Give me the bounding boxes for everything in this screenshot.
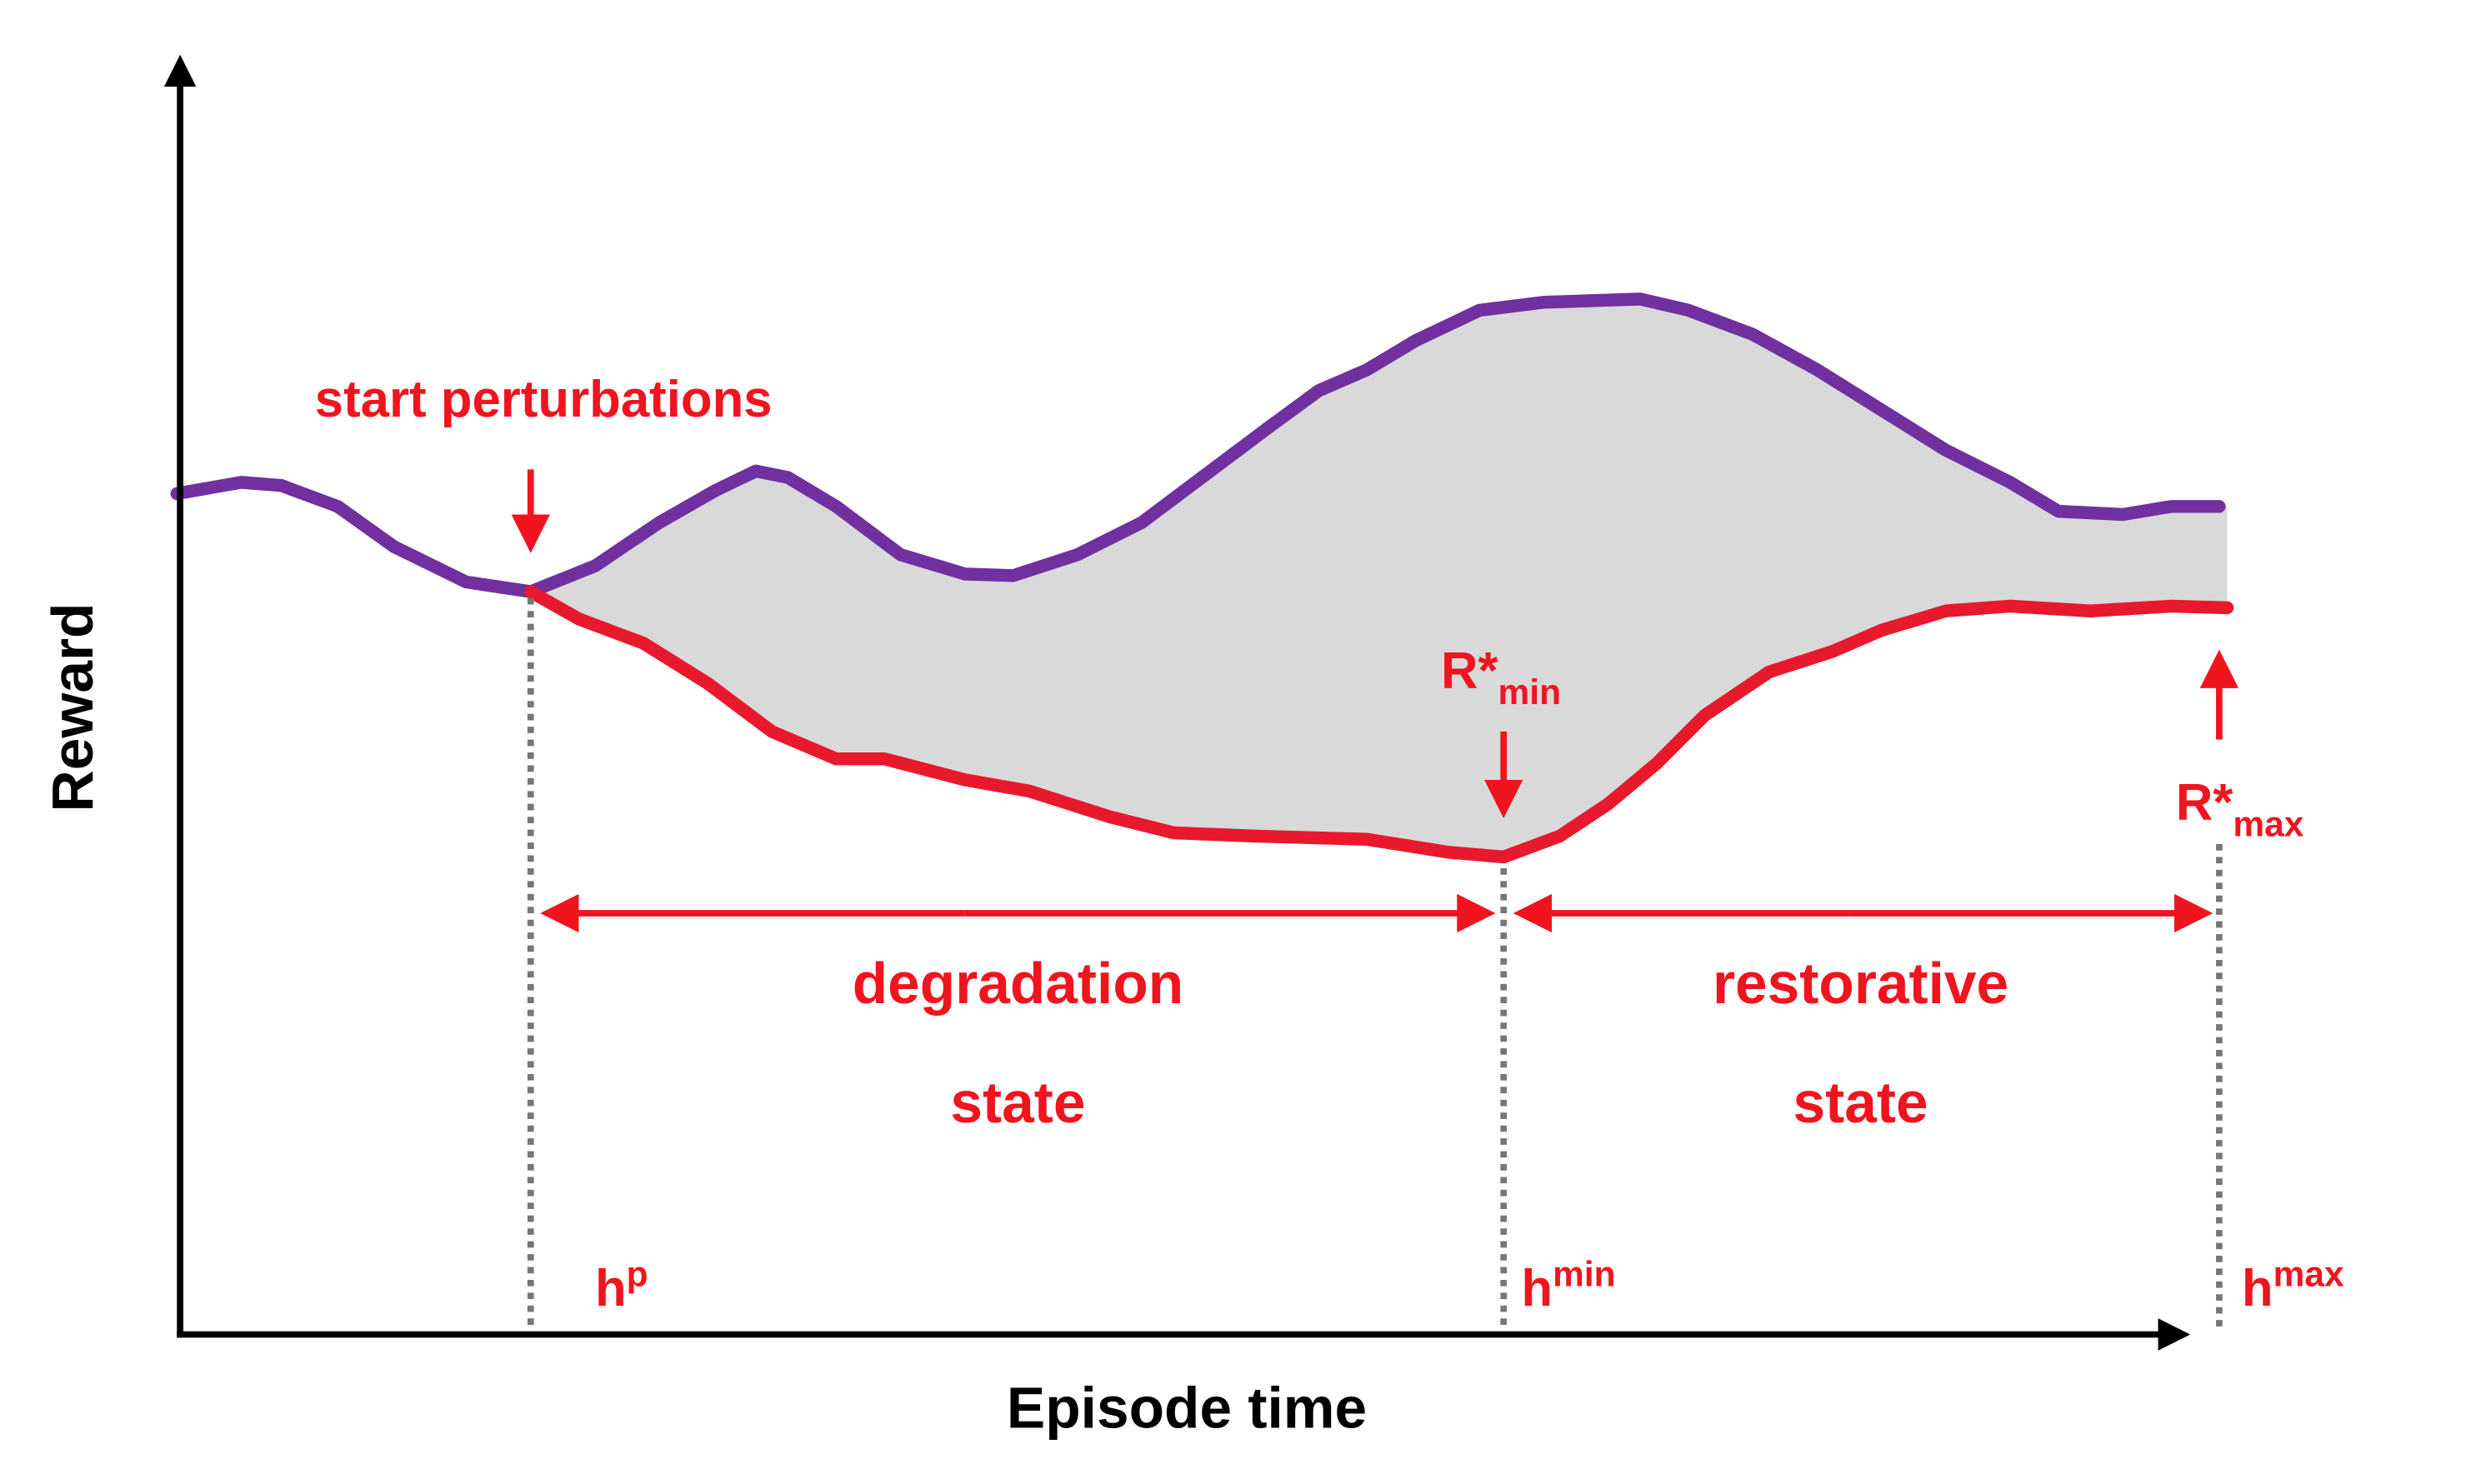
symbol: h: [2242, 1260, 2273, 1317]
perturbed-curve: [524, 585, 2234, 864]
symbol: R*: [1441, 642, 1498, 700]
start-label: start perturbations: [315, 371, 773, 428]
axes: [163, 54, 2191, 1351]
superscript: p: [627, 1255, 648, 1294]
gap-area: [530, 298, 2228, 857]
superscript: max: [2273, 1255, 2344, 1294]
symbol: R*: [2176, 774, 2233, 832]
arrows: [511, 469, 2239, 933]
degradation-label: state: [950, 1070, 1085, 1135]
symbol: h: [1521, 1260, 1553, 1317]
superscript: min: [1553, 1255, 1615, 1294]
subscript: min: [1498, 672, 1561, 712]
y-axis-label: Reward: [40, 603, 105, 812]
h-max-label: hmax: [2242, 1255, 2344, 1317]
dotted-guides: [527, 597, 2223, 1332]
h-min-label: hmin: [1521, 1255, 1615, 1317]
nominal-curve: [170, 292, 2226, 598]
h-p-label: hp: [595, 1255, 648, 1317]
restorative-label: state: [1793, 1070, 1928, 1135]
degradation-label: degradation: [853, 951, 1183, 1016]
r-max-label: R*max: [2176, 774, 2304, 843]
symbol: h: [595, 1260, 627, 1317]
restorative-label: restorative: [1713, 951, 2008, 1016]
x-axis-label: Episode time: [1007, 1375, 1367, 1440]
r-min-label: R*min: [1441, 642, 1561, 712]
subscript: max: [2233, 804, 2303, 843]
